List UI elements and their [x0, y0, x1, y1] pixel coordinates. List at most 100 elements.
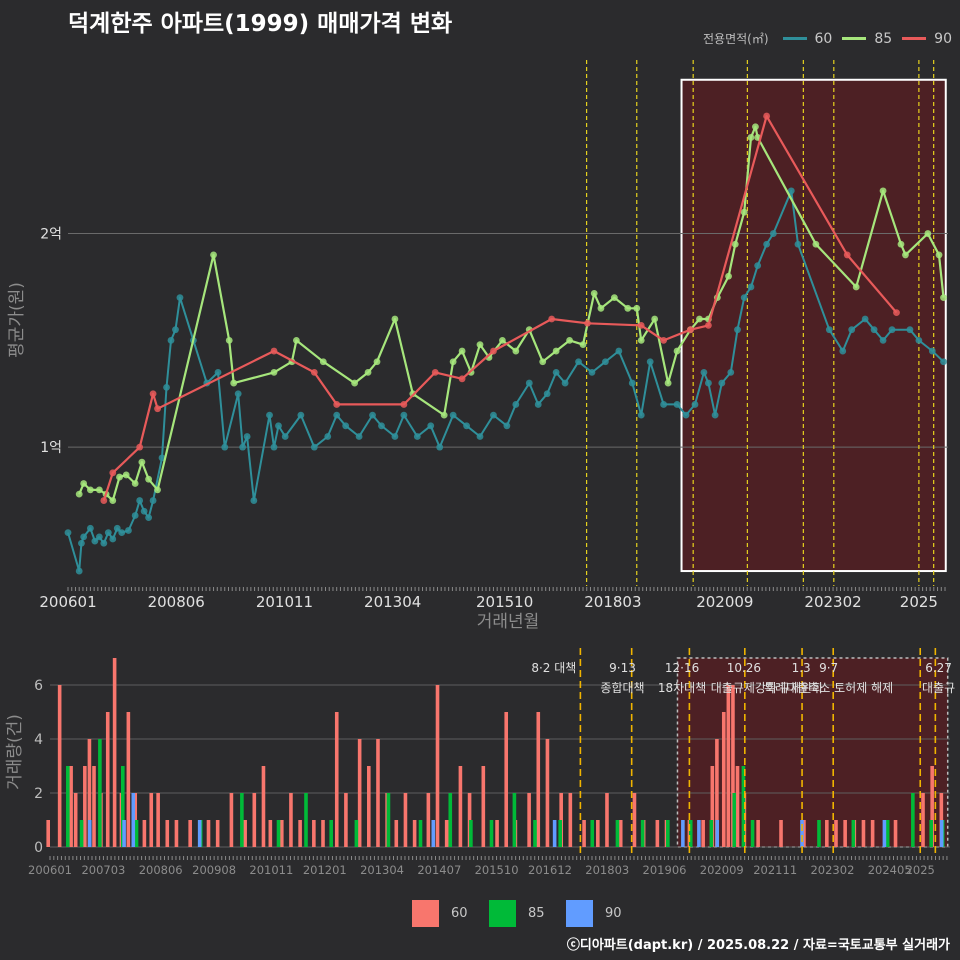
bar-90	[197, 820, 202, 847]
legend-item-90[interactable]: 90	[902, 31, 952, 47]
data-point-60	[297, 411, 305, 419]
data-point-60	[525, 379, 533, 387]
legend-label-90: 90	[934, 30, 952, 47]
data-point-60	[113, 524, 121, 532]
data-point-60	[490, 411, 497, 419]
bar-60	[156, 793, 160, 847]
data-point-85	[75, 490, 83, 498]
data-point-85	[752, 123, 759, 131]
data-point-90	[843, 251, 851, 259]
data-point-85	[440, 411, 448, 419]
bar-60	[412, 820, 417, 847]
data-point-60	[324, 433, 332, 440]
policy-annotation-detail: 종합대책	[600, 680, 644, 695]
data-point-60	[275, 422, 282, 430]
data-point-60	[78, 539, 85, 547]
data-point-60	[355, 433, 363, 440]
data-point-60	[64, 529, 72, 536]
legend-item-60[interactable]: 60	[782, 31, 832, 47]
data-point-60	[660, 401, 668, 408]
data-point-60	[754, 262, 762, 269]
data-point-60	[75, 567, 83, 575]
data-point-60	[718, 379, 726, 387]
bar-60	[268, 820, 273, 847]
bar-60	[710, 766, 715, 847]
bar-legend-label-85: 85	[528, 906, 545, 921]
bar-85	[79, 820, 84, 847]
x-tick-label: 200806	[148, 593, 205, 611]
data-point-85	[597, 304, 605, 312]
data-point-90	[490, 347, 497, 355]
policy-annotation: 1.3	[792, 661, 811, 675]
legend-swatch-85	[842, 37, 867, 40]
data-point-90	[458, 375, 466, 383]
data-point-85	[924, 230, 932, 237]
data-point-85	[590, 289, 598, 297]
data-point-60	[848, 326, 856, 334]
bar-60	[188, 820, 192, 847]
data-point-60	[646, 358, 654, 366]
data-point-60	[86, 524, 94, 532]
data-point-60	[700, 369, 708, 376]
x-tick-label: 201304	[364, 593, 421, 611]
data-point-85	[935, 251, 943, 259]
data-point-60	[769, 230, 777, 237]
bar-85	[709, 820, 714, 847]
policy-annotation: 9·13	[609, 661, 636, 675]
data-point-60	[136, 497, 144, 504]
data-point-60	[400, 411, 408, 419]
data-point-60	[463, 422, 470, 430]
bar-60	[83, 766, 87, 847]
data-point-85	[122, 471, 130, 479]
bar-60	[229, 793, 234, 847]
bar-60	[334, 712, 339, 847]
data-point-85	[579, 341, 587, 349]
volume-chart: 0 2 4 6 8·2 대책 9·13 종합대책 12·16 18차대책 10.26 대출규제강화 1…	[5, 648, 955, 877]
policy-annotation-detail: 규제완화	[779, 681, 823, 695]
bar-85	[469, 820, 473, 847]
bar-x-tick-label: 200908	[192, 863, 236, 877]
bar-90	[131, 793, 136, 847]
bar-85	[817, 820, 821, 847]
data-point-60	[615, 347, 623, 355]
legend-item-85[interactable]: 85	[842, 31, 892, 47]
data-point-85	[449, 358, 457, 366]
x-tick-label: 201011	[256, 593, 313, 611]
size-legend: 전용면적(㎡) 60 85 90	[703, 30, 952, 47]
bar-60	[527, 793, 531, 847]
bar-60	[756, 820, 760, 847]
bar-60	[870, 820, 875, 847]
data-point-60	[80, 533, 88, 541]
bar-60	[701, 820, 705, 847]
data-point-90	[310, 369, 318, 376]
bar-85	[276, 820, 281, 847]
data-point-85	[566, 336, 573, 344]
bar-x-tick-label: 201612	[528, 863, 572, 877]
bar-60	[843, 820, 847, 847]
bar-60	[861, 820, 866, 847]
data-point-85	[476, 341, 484, 349]
data-point-60	[239, 443, 247, 451]
data-point-60	[503, 422, 511, 430]
bar-x-tick-label: 201304	[360, 863, 404, 877]
data-point-60	[705, 379, 712, 387]
data-point-90	[584, 319, 591, 327]
bar-85	[66, 766, 70, 847]
bar-60	[834, 820, 838, 847]
policy-annotation: 9·7	[819, 661, 838, 675]
data-point-60	[118, 529, 126, 536]
data-point-60	[234, 390, 242, 398]
bar-90	[431, 820, 436, 847]
bar-x-tick-label: 201510	[475, 863, 519, 877]
x-tick-label: 202302	[804, 593, 861, 611]
bar-85	[590, 820, 595, 847]
data-point-60	[250, 497, 258, 504]
bar-85	[558, 820, 562, 847]
bar-legend-label-90: 90	[605, 906, 622, 921]
legend-swatch-60	[782, 37, 807, 40]
bar-x-tick-label: 202111	[753, 863, 797, 877]
data-point-60	[637, 411, 645, 419]
data-point-85	[86, 486, 94, 494]
data-point-60	[310, 443, 318, 451]
data-point-60	[342, 422, 350, 430]
